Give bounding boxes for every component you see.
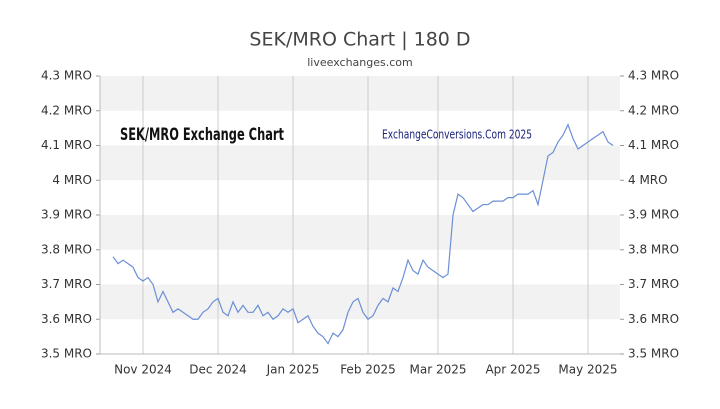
x-tick-label: Nov 2024 — [114, 363, 172, 377]
x-tick-label: Jan 2025 — [266, 363, 320, 377]
annotation: SEK/MRO Exchange Chart — [120, 125, 284, 145]
grid-bands — [100, 76, 620, 320]
annotation: ExchangeConversions.Com 2025 — [382, 128, 532, 142]
y-tick-label: 3.5 MRO — [41, 347, 92, 361]
y-tick-label: 4 MRO — [52, 173, 92, 187]
y-tick-label: 3.8 MRO — [41, 242, 92, 256]
y-tick-label: 3.6 MRO — [41, 312, 92, 326]
grid-band — [100, 76, 620, 111]
y2-tick-label: 4.2 MRO — [628, 103, 679, 117]
y-tick-label: 4.3 MRO — [41, 69, 92, 83]
y2-tick-label: 3.8 MRO — [628, 242, 679, 256]
x-tick-label: Feb 2025 — [340, 363, 396, 377]
y-tick-label: 3.9 MRO — [41, 208, 92, 222]
line-series — [112, 123, 614, 345]
y2-tick-label: 3.9 MRO — [628, 208, 679, 222]
x-tick-label: Apr 2025 — [485, 363, 540, 377]
y-tick-label: 3.7 MRO — [41, 277, 92, 291]
y2-tick-label: 3.7 MRO — [628, 277, 679, 291]
grid-band — [100, 284, 620, 320]
chart-title: SEK/MRO Chart | 180 D — [249, 29, 470, 51]
y2-tick-label: 3.6 MRO — [628, 312, 679, 326]
y-tick-label: 4.1 MRO — [41, 138, 92, 152]
y2-tick-label: 4.3 MRO — [628, 69, 679, 83]
y2-tick-label: 4.1 MRO — [628, 138, 679, 152]
y-tick-label: 4.2 MRO — [41, 103, 92, 117]
grid-band — [100, 215, 620, 250]
x-tick-label: Dec 2024 — [189, 363, 247, 377]
x-tick-label: Mar 2025 — [410, 363, 467, 377]
x-tick-label: May 2025 — [558, 363, 617, 377]
grid-band — [100, 145, 620, 181]
y2-tick-label: 3.5 MRO — [628, 347, 679, 361]
chart-subtitle: liveexchanges.com — [307, 56, 412, 69]
y2-tick-label: 4 MRO — [628, 173, 668, 187]
